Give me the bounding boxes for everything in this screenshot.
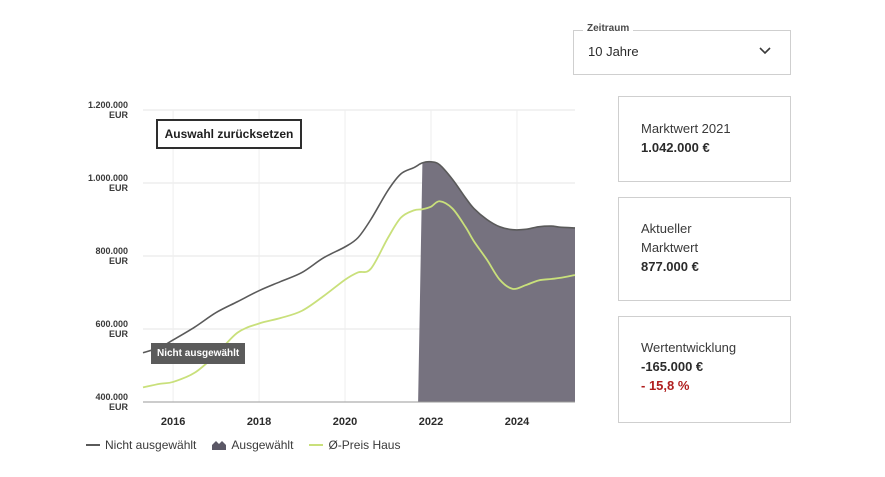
card-change-percent: - 15,8 %: [641, 378, 690, 393]
legend-label: Ø-Preis Haus: [328, 438, 401, 452]
card-market-value-2021: Marktwert 2021 1.042.000 €: [618, 96, 791, 182]
legend-item-avg-price[interactable]: Ø-Preis Haus: [309, 438, 400, 452]
legend-item-not-selected[interactable]: Nicht ausgewählt: [86, 438, 196, 452]
y-tick-unit: EUR: [109, 183, 129, 193]
y-tick-unit: EUR: [109, 256, 129, 266]
x-tick-label: 2018: [247, 416, 271, 428]
series-line-not-selected: [142, 160, 576, 354]
legend-line-swatch: [309, 444, 324, 446]
card-value: -165.000 €: [641, 359, 704, 374]
x-tick-label: 2024: [505, 416, 530, 428]
hover-tooltip: Nicht ausgewählt: [151, 343, 246, 364]
card-value: 1.042.000 €: [641, 140, 710, 155]
card-value: 877.000 €: [641, 259, 699, 274]
x-tick-label: 2016: [161, 416, 185, 428]
chevron-down-icon[interactable]: [759, 46, 771, 56]
y-tick-label: 1.000.000: [88, 173, 128, 183]
series-line-avg-price: [142, 200, 576, 389]
selected-area: [418, 161, 575, 402]
y-tick-unit: EUR: [109, 110, 129, 120]
legend-label: Ausgewählt: [231, 438, 294, 452]
legend-line-swatch: [86, 444, 100, 446]
card-current-market-value: Aktueller Marktwert 877.000 €: [618, 197, 791, 301]
period-select-label: Zeitraum: [583, 23, 634, 34]
x-tick-label: 2022: [419, 416, 443, 428]
x-tick-label: 2020: [333, 416, 357, 428]
y-tick-label: 400.000: [95, 392, 128, 402]
card-label: Wertentwicklung: [641, 340, 737, 355]
y-tick-label: 800.000: [95, 246, 128, 256]
area-swatch-icon: [212, 441, 227, 450]
card-value-development: Wertentwicklung -165.000 € - 15,8 %: [618, 316, 791, 423]
reset-selection-button[interactable]: Auswahl zurücksetzen: [156, 119, 302, 149]
y-tick-label: 600.000: [95, 319, 128, 329]
chart-legend: Nicht ausgewählt Ausgewählt Ø-Preis Haus: [86, 438, 416, 452]
period-select[interactable]: [573, 30, 791, 75]
card-label: Marktwert 2021: [641, 121, 731, 136]
legend-item-selected[interactable]: Ausgewählt: [212, 438, 293, 452]
y-tick-label: 1.200.000: [88, 100, 128, 110]
period-select-value[interactable]: 10 Jahre: [588, 44, 639, 59]
y-tick-unit: EUR: [109, 329, 129, 339]
legend-label: Nicht ausgewählt: [105, 438, 197, 452]
y-tick-unit: EUR: [109, 402, 129, 412]
card-label: Aktueller Marktwert: [641, 221, 699, 255]
